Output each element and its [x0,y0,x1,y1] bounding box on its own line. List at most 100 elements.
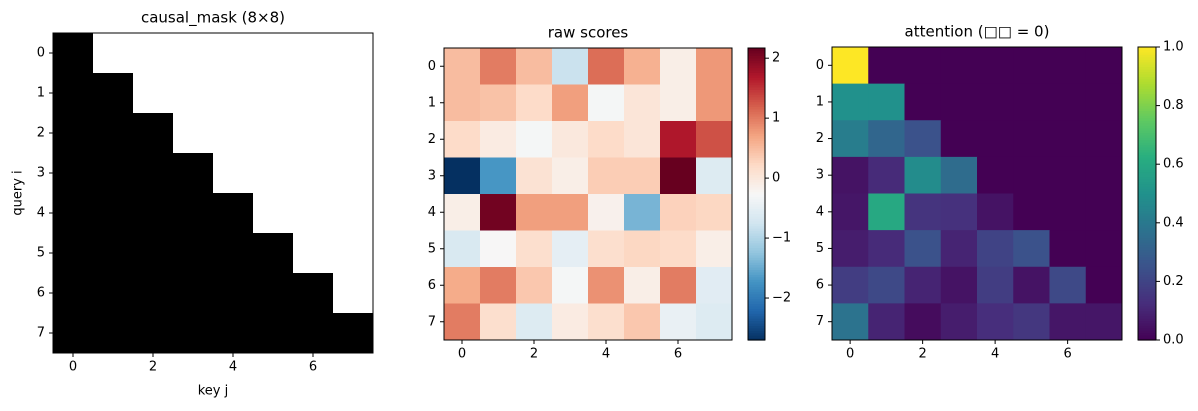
heatmap-cell [213,153,254,194]
y-tick-label: 5 [816,241,824,256]
colorbar-tick-label: 0.2 [1163,274,1184,289]
colorbar-swatch [1138,325,1156,329]
colorbar-tick-label: 2 [772,51,780,66]
heatmap-cell [552,84,589,122]
colorbar-swatch [748,208,765,212]
y-tick-label: 0 [816,58,824,73]
colorbar-swatch [1138,327,1156,331]
colorbar-swatch [748,291,765,295]
heatmap-cell [977,193,1014,231]
colorbar-swatch [748,52,765,56]
heatmap-cell [660,48,697,85]
colorbar-swatch [748,147,765,151]
colorbar-swatch [1138,247,1156,251]
colorbar-swatch [748,162,765,166]
colorbar-tick-label: 0.6 [1163,157,1184,172]
colorbar-swatch [1138,286,1156,290]
colorbar-swatch [1138,144,1156,148]
colorbar-swatch [748,330,765,334]
y-tick-label: 1 [37,86,45,101]
colorbar-swatch [1138,220,1156,224]
colorbar-swatch [748,322,765,326]
colorbar-swatch [748,218,765,222]
colorbar-swatch [1138,242,1156,246]
colorbar-swatch [748,130,765,134]
colorbar-swatch [748,335,765,339]
colorbar-swatch [748,84,765,88]
colorbar-swatch [1138,120,1156,124]
colorbar-swatch [748,337,765,341]
colorbar-swatch [1138,78,1156,82]
colorbar-swatch [748,286,765,290]
heatmap-cell [1085,83,1123,121]
heatmap-cell [977,47,1014,85]
y-axis-label: query i [11,170,26,215]
colorbar-swatch [748,240,765,244]
colorbar-swatch [1138,171,1156,175]
heatmap-cell [588,230,625,268]
heatmap-cell [977,230,1014,268]
colorbar-swatch [1138,269,1156,273]
x-tick-label: 2 [149,360,157,375]
y-tick-label: 3 [37,166,45,181]
colorbar-swatch [1138,93,1156,97]
colorbar-swatch [748,94,765,98]
y-tick-label: 6 [428,278,436,293]
heatmap-cell [552,194,589,231]
heatmap-cell [660,84,697,122]
y-tick-label: 2 [816,131,824,146]
heatmap-cell [480,157,517,195]
colorbar-swatch [1138,66,1156,70]
colorbar-swatch [748,189,765,193]
heatmap-cell [516,230,553,268]
colorbar-swatch [1138,183,1156,187]
heatmap-cell [904,83,942,121]
heatmap-cell [173,33,214,74]
colorbar-swatch [1138,254,1156,258]
colorbar-swatch [748,296,765,300]
heatmap-cell [133,33,174,74]
heatmap-cell [1085,120,1123,158]
colorbar-swatch [1138,151,1156,156]
colorbar-swatch [748,191,765,195]
y-tick-label: 5 [37,246,45,261]
colorbar-swatch [748,242,765,246]
colorbar-swatch [1138,88,1156,92]
heatmap-cell [516,157,553,195]
colorbar-swatch [748,145,765,149]
colorbar-swatch [1138,47,1156,51]
colorbar-swatch [1138,122,1156,126]
heatmap-cell [93,193,134,234]
colorbar-swatch [748,259,765,263]
heatmap-cell [588,194,625,231]
colorbar-swatch [1138,54,1156,58]
x-tick-label: 6 [309,360,317,375]
colorbar-swatch [748,230,765,234]
colorbar-swatch [748,113,765,117]
colorbar-swatch [748,106,765,110]
colorbar-swatch [1138,232,1156,236]
colorbar-swatch [1138,271,1156,275]
colorbar-swatch [1138,318,1156,322]
colorbar-swatch [748,174,765,178]
heatmap-cell [333,73,374,114]
colorbar-swatch [1138,237,1156,241]
colorbar-swatch [748,135,765,139]
heatmap-cell [516,84,553,122]
x-tick-label: 4 [229,360,237,375]
heatmap-cell [444,303,481,341]
colorbar-tick-label: 1 [772,111,780,126]
heatmap-cell [253,113,294,154]
heatmap-cell [1049,230,1087,268]
heatmap-cell [868,303,905,341]
colorbar-swatch [1138,51,1156,55]
colorbar-tick-label: 0.4 [1163,215,1184,230]
colorbar-frame [1137,46,1157,341]
heatmap-cell [253,153,294,194]
heatmap-cell [696,303,733,341]
y-tick-label: 7 [816,314,824,329]
colorbar-swatch [748,327,765,331]
x-tick-label: 2 [918,347,926,362]
colorbar-swatch [1138,127,1156,131]
